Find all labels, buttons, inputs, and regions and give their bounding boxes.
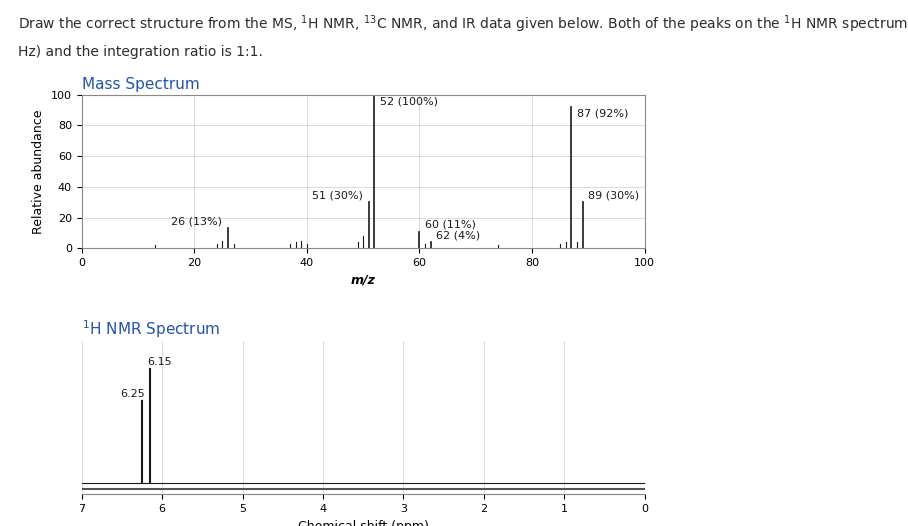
Text: 51 (30%): 51 (30%) <box>312 191 363 201</box>
Text: Hz) and the integration ratio is 1:1.: Hz) and the integration ratio is 1:1. <box>18 45 263 59</box>
Y-axis label: Relative abundance: Relative abundance <box>33 109 45 234</box>
Text: Draw the correct structure from the MS, $^{1}$H NMR, $^{13}$C NMR, and IR data g: Draw the correct structure from the MS, … <box>18 13 908 35</box>
Text: 26 (13%): 26 (13%) <box>172 217 222 227</box>
Text: 6.25: 6.25 <box>121 389 145 399</box>
Text: $^{1}$H NMR Spectrum: $^{1}$H NMR Spectrum <box>82 318 220 340</box>
Text: Mass Spectrum: Mass Spectrum <box>82 77 200 92</box>
Text: 60 (11%): 60 (11%) <box>425 220 476 230</box>
Text: 89 (30%): 89 (30%) <box>588 191 639 201</box>
X-axis label: m/z: m/z <box>350 274 376 287</box>
Text: 6.15: 6.15 <box>147 357 172 367</box>
Text: 87 (92%): 87 (92%) <box>577 108 628 118</box>
Text: 62 (4%): 62 (4%) <box>437 231 480 241</box>
X-axis label: Chemical shift (ppm): Chemical shift (ppm) <box>298 520 429 526</box>
Text: 52 (100%): 52 (100%) <box>380 96 438 106</box>
